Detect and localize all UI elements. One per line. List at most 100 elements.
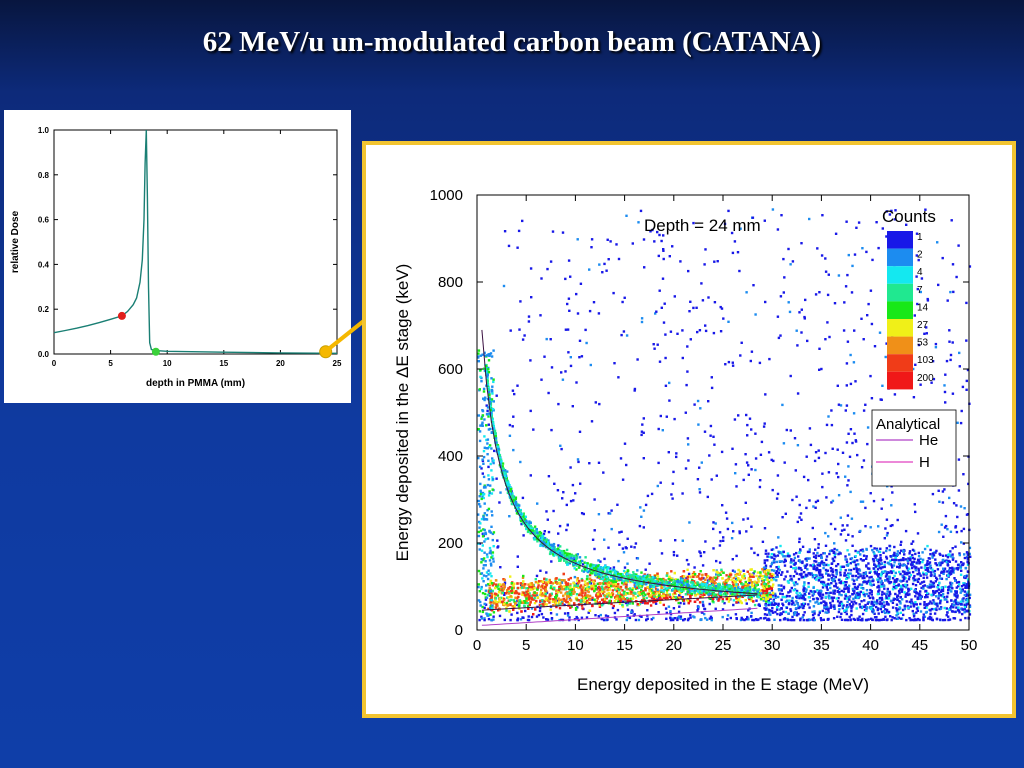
count-cell — [506, 596, 509, 599]
count-cell — [619, 587, 622, 590]
count-cell — [819, 576, 823, 580]
count-cell — [788, 595, 791, 598]
count-cell — [803, 587, 806, 590]
count-cell — [803, 564, 806, 567]
count-cell — [845, 560, 849, 564]
count-cell — [946, 528, 949, 531]
count-cell — [848, 553, 851, 556]
count-cell — [897, 562, 901, 566]
count-cell — [856, 592, 859, 595]
count-cell — [808, 557, 811, 560]
count-cell — [756, 583, 759, 586]
count-cell — [641, 423, 644, 426]
count-cell — [847, 568, 851, 572]
count-cell — [824, 584, 827, 587]
count-cell — [511, 425, 514, 428]
count-cell — [834, 569, 838, 572]
count-cell — [852, 603, 855, 606]
count-cell — [948, 567, 952, 570]
count-cell — [966, 368, 970, 372]
count-cell — [968, 552, 971, 556]
count-cell — [659, 539, 662, 542]
count-cell — [801, 545, 805, 548]
count-cell — [764, 608, 767, 611]
count-cell — [722, 571, 725, 574]
count-cell — [486, 583, 490, 586]
count-cell — [949, 605, 953, 608]
count-cell — [938, 552, 941, 556]
count-cell — [797, 566, 801, 569]
count-cell — [796, 582, 799, 586]
count-cell — [801, 596, 804, 600]
count-cell — [696, 609, 699, 612]
count-cell — [801, 594, 804, 598]
count-cell — [747, 464, 750, 467]
count-cell — [936, 605, 939, 608]
count-cell — [576, 458, 580, 461]
count-cell — [703, 582, 706, 585]
count-cell — [934, 558, 937, 561]
count-cell — [816, 589, 819, 592]
count-cell — [959, 573, 963, 576]
count-cell — [737, 414, 740, 417]
count-cell — [867, 594, 870, 598]
count-cell — [503, 581, 507, 584]
count-cell — [626, 599, 630, 603]
count-cell — [509, 603, 512, 607]
count-cell — [739, 570, 742, 573]
count-cell — [496, 539, 499, 542]
count-cell — [903, 570, 906, 574]
count-cell — [605, 592, 609, 596]
count-cell — [840, 612, 843, 615]
count-cell — [692, 615, 695, 618]
count-cell — [577, 586, 580, 590]
count-cell — [618, 602, 622, 605]
count-cell — [629, 599, 632, 603]
count-cell — [738, 531, 741, 535]
count-cell — [781, 553, 784, 556]
count-cell — [925, 563, 928, 567]
count-cell — [853, 432, 856, 435]
count-cell — [673, 591, 676, 595]
count-cell — [822, 563, 825, 566]
count-cell — [731, 558, 734, 561]
count-cell — [759, 574, 763, 578]
count-cell — [682, 599, 686, 602]
count-cell — [892, 564, 896, 567]
count-cell — [610, 602, 613, 606]
count-cell — [911, 582, 915, 586]
count-cell — [671, 497, 674, 500]
count-cell — [747, 584, 750, 587]
count-cell — [910, 561, 914, 564]
count-cell — [843, 597, 847, 600]
count-cell — [500, 585, 503, 588]
count-cell — [875, 558, 879, 562]
count-cell — [515, 591, 519, 595]
count-cell — [880, 574, 883, 577]
count-cell — [839, 552, 842, 555]
count-cell — [559, 587, 562, 590]
count-cell — [901, 575, 904, 578]
count-cell — [830, 576, 833, 580]
count-cell — [543, 530, 546, 533]
count-cell — [801, 616, 804, 619]
count-cell — [852, 597, 855, 600]
count-cell — [536, 596, 539, 599]
count-cell — [721, 615, 724, 619]
count-cell — [929, 564, 932, 567]
count-cell — [666, 596, 669, 600]
count-cell — [845, 604, 849, 607]
count-cell — [787, 554, 790, 557]
count-cell — [947, 559, 950, 563]
count-cell — [857, 221, 861, 224]
count-cell — [768, 555, 771, 558]
count-cell — [815, 578, 818, 581]
count-cell — [719, 573, 722, 576]
count-cell — [524, 595, 528, 598]
count-cell — [660, 239, 663, 243]
count-cell — [828, 552, 831, 556]
count-cell — [901, 588, 904, 591]
count-cell — [487, 465, 490, 469]
count-cell — [869, 492, 872, 495]
count-cell — [930, 585, 933, 588]
